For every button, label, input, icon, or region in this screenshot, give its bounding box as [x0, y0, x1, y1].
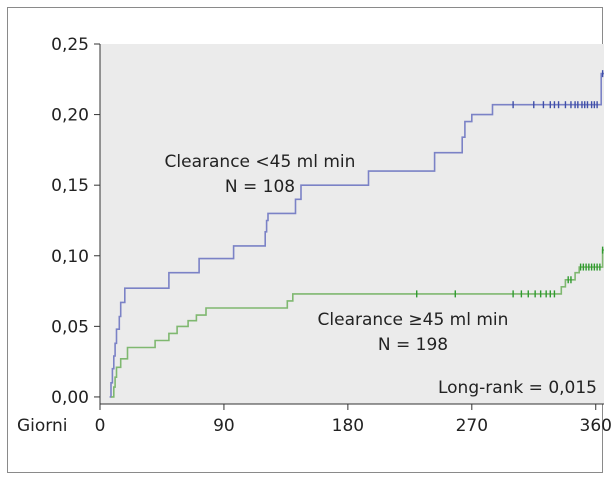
y-tick-label: 0,10: [51, 247, 89, 267]
x-tick-label: 270: [456, 416, 488, 436]
logrank-annotation: Long-rank = 0,015: [438, 378, 597, 398]
x-axis-label: Giorni: [17, 416, 68, 436]
x-tick-label: 0: [95, 416, 106, 436]
series-n-clearance-ge45: N = 198: [378, 335, 448, 355]
series-label-clearance-lt45: Clearance <45 ml min: [165, 152, 356, 172]
series-n-clearance-lt45: N = 108: [225, 177, 295, 197]
y-tick-label: 0,25: [51, 35, 89, 55]
plot-area: [100, 44, 604, 404]
x-axis: 0 90 180 270 360: [95, 403, 611, 436]
series-line-0: [109, 72, 604, 398]
y-tick-label: 0,15: [51, 176, 89, 196]
x-tick-label: 360: [580, 416, 611, 436]
y-tick-label: 0,00: [51, 388, 89, 408]
series-line-1: [111, 249, 604, 398]
y-tick-label: 0,05: [51, 317, 89, 337]
x-tick-label: 90: [213, 416, 235, 436]
x-tick-label: 180: [332, 416, 364, 436]
series-label-clearance-ge45: Clearance ≥45 ml min: [318, 310, 509, 330]
series-layer: [109, 70, 604, 398]
y-tick-label: 0,20: [51, 106, 89, 126]
y-axis: 0,00 0,05 0,10 0,15 0,20 0,25: [51, 35, 101, 408]
